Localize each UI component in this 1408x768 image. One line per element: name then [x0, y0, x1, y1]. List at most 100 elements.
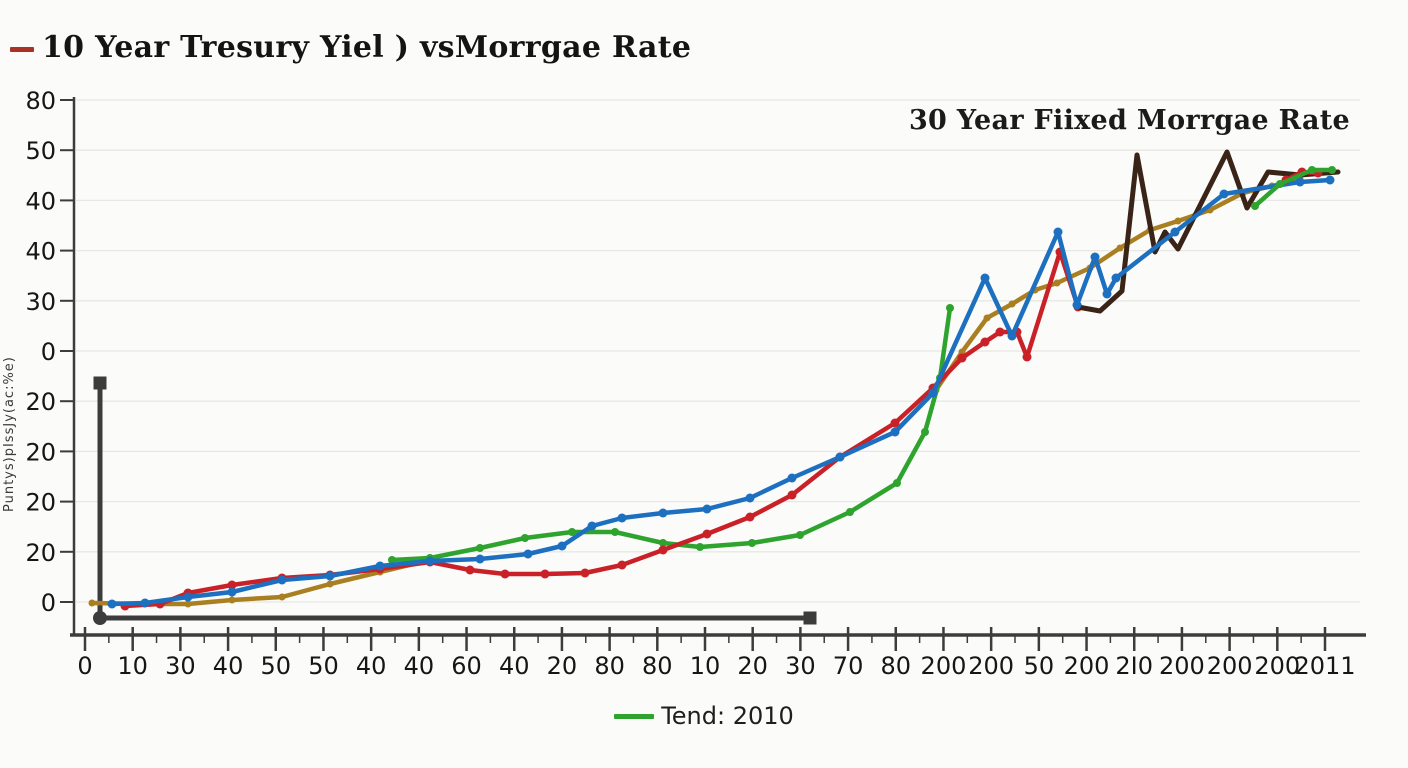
marker-square-axis-frame-gray	[803, 611, 817, 625]
x-tick-label: 80	[594, 652, 625, 680]
marker-treasury-yield-blue	[325, 571, 335, 581]
marker-treasury-yield-blue	[1102, 289, 1112, 299]
x-tick-label: 200	[1254, 652, 1300, 680]
marker-treasury-yield-blue	[928, 388, 938, 398]
y-tick-label: 20	[25, 388, 56, 416]
x-tick-label: 40	[499, 652, 530, 680]
marker-treasury-yield-blue	[1219, 189, 1229, 199]
series-trend-green	[389, 305, 953, 563]
y-tick-label: 40	[25, 238, 56, 266]
marker-mortgage-rate-red	[617, 560, 627, 570]
marker-treasury-yield-blue	[980, 273, 990, 283]
marker-mortgage-rate-red	[227, 580, 237, 590]
marker-mortgage-rate-red	[702, 529, 712, 539]
marker-treasury-yield-blue	[227, 587, 237, 597]
marker-trend-green-tail	[1328, 166, 1336, 174]
x-tick-label: 10	[117, 652, 148, 680]
marker-goldenrod-right	[1008, 300, 1016, 308]
marker-mortgage-rate-red	[980, 337, 990, 347]
marker-trend-green	[893, 479, 901, 487]
y-tick-label: 40	[25, 187, 56, 215]
marker-trend-green-tail	[1308, 166, 1316, 174]
marker-goldenrod-right	[1116, 244, 1124, 252]
marker-treasury-yield-blue	[1325, 175, 1335, 185]
marker-circle-axis-frame-gray	[93, 611, 107, 625]
marker-treasury-yield-blue	[787, 473, 797, 483]
marker-treasury-yield-blue	[557, 541, 567, 551]
marker-mortgage-rate-red	[465, 565, 475, 575]
marker-treasury-yield-blue	[745, 493, 755, 503]
marker-goldenrod-right	[1053, 279, 1061, 287]
legend-line-swatch-icon	[614, 713, 655, 719]
annotation-30yr-fixed-rate: 30 Year Fiixed Morrgae Rate	[908, 105, 1350, 136]
x-tick-label: 20	[737, 652, 768, 680]
x-tick-label: 2I0	[1115, 652, 1153, 680]
marker-mortgage-rate-red	[500, 569, 510, 579]
marker-treasury-yield-blue	[835, 452, 845, 462]
y-tick-label: 20	[25, 539, 56, 567]
y-tick-label: 0	[41, 589, 56, 617]
x-tick-label: 200	[1064, 652, 1110, 680]
x-tick-label: 80	[880, 652, 911, 680]
marker-trend-green-tail	[1251, 202, 1259, 210]
chart-header: 10 Year Tresury Yiel ) vsMorrgae Rate	[10, 30, 691, 65]
x-tick-label: 60	[451, 652, 482, 680]
marker-trend-green	[388, 556, 396, 564]
marker-trend-green	[796, 531, 804, 539]
marker-trend-green	[921, 428, 929, 436]
marker-treasury-yield-blue	[183, 592, 193, 602]
y-tick-label: 80	[25, 87, 56, 115]
x-tick-label: 40	[404, 652, 435, 680]
marker-trend-green	[748, 539, 756, 547]
marker-treasury-yield-blue	[140, 598, 150, 608]
series-dark-brown	[1075, 149, 1341, 314]
y-tick-label: 30	[25, 288, 56, 316]
marker-mortgage-rate-red	[957, 353, 967, 363]
marker-treasury-yield-blue	[890, 427, 900, 437]
marker-treasury-yield-blue	[277, 575, 287, 585]
marker-mortgage-rate-red	[540, 569, 550, 579]
y-axis-label: Puntys)pIssJy(ac:%e)	[2, 356, 17, 512]
marker-trend-green	[521, 534, 529, 542]
marker-trend-green	[659, 539, 667, 547]
marker-treasury-yield-blue	[1053, 227, 1063, 237]
series-mortgage-rate-red	[122, 249, 1081, 609]
x-tick-label: 2011	[1294, 652, 1355, 680]
chart-title: 10 Year Tresury Yiel ) vsMorrgae Rate	[42, 30, 692, 65]
marker-treasury-yield-blue	[1072, 300, 1082, 310]
marker-trend-green	[611, 528, 619, 536]
marker-goldenrod-right	[1174, 217, 1182, 225]
marker-square-axis-frame-gray	[93, 376, 107, 390]
y-tick-label: 50	[25, 137, 56, 165]
marker-goldenrod-left	[88, 599, 96, 607]
marker-treasury-yield-blue	[1007, 331, 1017, 341]
marker-goldenrod-right	[958, 348, 966, 356]
series-axis-frame-gray	[97, 380, 813, 621]
x-tick-label: 30	[165, 652, 196, 680]
marker-treasury-yield-blue	[1111, 273, 1121, 283]
marker-treasury-yield-blue	[375, 561, 385, 571]
series-trend-green-tail	[1252, 167, 1335, 209]
series-treasury-yield-blue	[109, 177, 1333, 607]
marker-mortgage-rate-red	[580, 568, 590, 578]
series-goldenrod-right	[933, 176, 1303, 393]
x-tick-label: 70	[833, 652, 864, 680]
title-dash-icon	[10, 46, 34, 52]
x-tick-label: 50	[308, 652, 339, 680]
marker-goldenrod-left	[278, 593, 286, 601]
marker-goldenrod-right	[983, 314, 991, 322]
marker-treasury-yield-blue	[617, 513, 627, 523]
y-tick-label: 0	[41, 338, 56, 366]
y-tick-label: 20	[25, 489, 56, 517]
x-tick-label: 200	[1159, 652, 1205, 680]
marker-treasury-yield-blue	[107, 599, 117, 609]
x-tick-label: 50	[260, 652, 291, 680]
marker-treasury-yield-blue	[425, 556, 435, 566]
marker-trend-green	[946, 304, 954, 312]
marker-treasury-yield-blue	[658, 508, 668, 518]
marker-trend-green-tail	[1276, 180, 1284, 188]
x-tick-label: 80	[642, 652, 673, 680]
legend-label: Tend: 2010	[661, 702, 794, 730]
x-tick-label: 200	[1207, 652, 1253, 680]
marker-mortgage-rate-red	[1022, 352, 1032, 362]
